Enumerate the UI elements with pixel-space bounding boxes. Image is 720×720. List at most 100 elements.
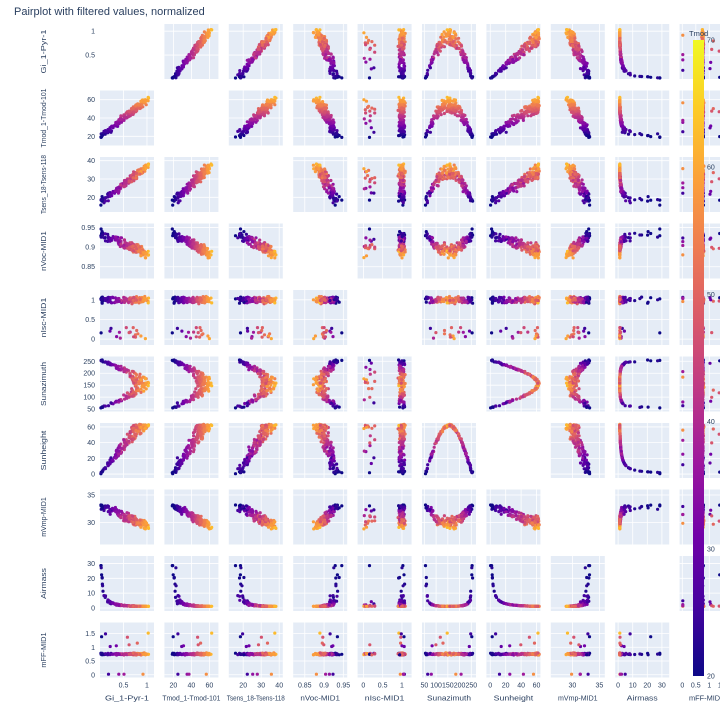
scatter-point — [241, 71, 245, 75]
scatter-point — [622, 195, 626, 199]
scatter-point — [179, 67, 183, 71]
scatter-point — [396, 44, 400, 49]
scatter-point — [710, 109, 714, 113]
scatter-point — [453, 112, 457, 116]
scatter-point — [399, 183, 403, 187]
scatter-point — [257, 43, 261, 47]
scatter-point — [103, 199, 107, 203]
scatter-point — [426, 68, 430, 72]
scatter-point — [522, 175, 526, 179]
scatter-point — [618, 167, 622, 171]
panel-tmod-1-tmod-101-vs-mvmp-mid1 — [550, 90, 605, 146]
scatter-point — [246, 124, 250, 128]
scatter-point — [331, 120, 335, 124]
scatter-point — [451, 171, 455, 175]
scatter-point — [327, 57, 331, 62]
scatter-point — [119, 114, 123, 118]
scatter-point — [273, 30, 277, 35]
scatter-point — [402, 43, 406, 47]
scatter-point — [373, 111, 377, 115]
scatter-point — [318, 38, 322, 42]
scatter-point — [325, 190, 329, 194]
scatter-point — [618, 36, 622, 40]
scatter-point — [325, 183, 329, 187]
scatter-point — [252, 52, 257, 56]
scatter-point — [401, 178, 405, 183]
scatter-point — [206, 256, 210, 260]
scatter-point — [250, 122, 255, 126]
scatter-point — [134, 108, 139, 112]
scatter-point — [576, 183, 580, 187]
scatter-point — [363, 176, 367, 180]
scatter-point — [127, 114, 131, 118]
scatter-point — [250, 57, 255, 62]
scatter-point — [619, 183, 623, 187]
scatter-point — [564, 167, 568, 171]
scatter-point — [461, 120, 465, 124]
scatter-point — [457, 47, 461, 51]
panel-tsens-18-tsens-118-vs-airmass — [615, 157, 670, 212]
scatter-point — [469, 196, 473, 200]
scatter-point — [370, 106, 374, 110]
scatter-point — [490, 198, 494, 202]
scatter-point — [570, 176, 575, 180]
scatter-point — [238, 129, 242, 133]
scatter-point — [533, 43, 537, 47]
scatter-point — [258, 115, 262, 119]
scatter-point — [398, 122, 403, 126]
scatter-point — [329, 115, 333, 119]
scatter-point — [573, 106, 577, 111]
scatter-point — [618, 163, 622, 167]
scatter-point — [174, 235, 178, 239]
scatter-point — [197, 40, 201, 44]
scatter-point — [568, 33, 572, 37]
scatter-point — [122, 238, 127, 242]
scatter-point — [499, 69, 503, 73]
panel-tsens-18-tsens-118-vs-nisc-mid1 — [357, 157, 412, 212]
scatter-point — [172, 195, 176, 199]
scatter-point — [583, 127, 587, 131]
scatter-point — [321, 100, 325, 104]
scatter-point — [571, 48, 575, 52]
scatter-point — [369, 126, 373, 130]
scatter-point — [242, 75, 246, 79]
scatter-point — [442, 176, 447, 181]
scatter-point — [254, 120, 258, 124]
scatter-point — [172, 230, 176, 234]
scatter-point — [340, 76, 344, 80]
scatter-point — [431, 186, 435, 190]
scatter-point — [523, 110, 527, 114]
scatter-point — [317, 100, 321, 104]
scatter-point — [681, 68, 685, 72]
scatter-point — [709, 189, 713, 193]
scatter-point — [255, 52, 259, 56]
scatter-point — [510, 114, 514, 118]
scatter-point — [400, 36, 404, 40]
scatter-point — [519, 109, 523, 113]
scatter-point — [264, 43, 268, 47]
scatter-point — [325, 48, 329, 52]
scatter-point — [400, 33, 404, 37]
scatter-point — [205, 33, 210, 37]
scatter-point — [108, 127, 112, 131]
scatter-point — [119, 236, 124, 240]
scatter-point — [242, 133, 246, 138]
scatter-point — [132, 110, 136, 114]
scatter-point — [239, 235, 243, 239]
scatter-point — [618, 176, 622, 180]
scatter-point — [241, 130, 245, 134]
scatter-point — [460, 115, 464, 119]
scatter-point — [364, 121, 368, 125]
scatter-point — [100, 195, 104, 199]
scatter-point — [172, 75, 176, 79]
scatter-point — [536, 167, 541, 171]
scatter-point — [122, 115, 127, 119]
scatter-point — [582, 186, 586, 190]
scatter-point — [618, 40, 622, 44]
scatter-point — [521, 48, 525, 52]
scatter-point — [528, 106, 532, 111]
scatter-point — [489, 203, 493, 207]
scatter-point — [536, 33, 541, 37]
scatter-point — [445, 163, 449, 167]
scatter-point — [511, 186, 515, 190]
